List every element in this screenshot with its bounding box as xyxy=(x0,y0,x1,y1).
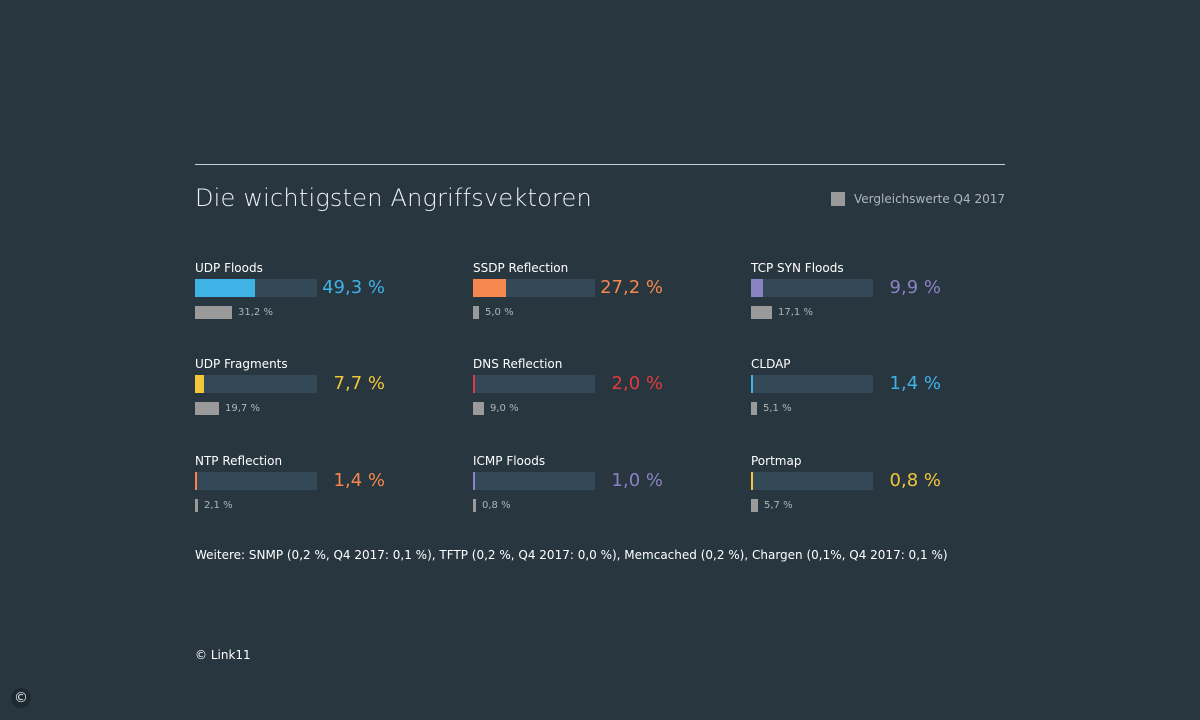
legend: Vergleichswerte Q4 2017 xyxy=(831,192,1005,206)
copyright-icon: © xyxy=(11,688,31,708)
vector-cell: UDP Fragments 7,7 % 19,7 % xyxy=(195,357,445,427)
bar xyxy=(751,279,763,297)
category-label: CLDAP xyxy=(751,357,791,371)
value-label: 27,2 % xyxy=(600,277,663,298)
comparison-value-label: 19,7 % xyxy=(225,403,260,414)
comparison-bar xyxy=(751,402,757,415)
vector-cell: NTP Reflection 1,4 % 2,1 % xyxy=(195,454,445,524)
comparison-value-label: 9,0 % xyxy=(490,403,519,414)
comparison-bar xyxy=(473,306,479,319)
category-label: NTP Reflection xyxy=(195,454,283,468)
footnote: Weitere: SNMP (0,2 %, Q4 2017: 0,1 %), T… xyxy=(195,548,948,562)
bar-track xyxy=(473,472,595,490)
bar-track xyxy=(473,279,595,297)
bar-track xyxy=(195,375,317,393)
bar-track xyxy=(751,472,873,490)
value-label: 0,8 % xyxy=(889,470,941,491)
comparison-bar xyxy=(473,402,484,415)
bar xyxy=(195,375,204,393)
bar-track xyxy=(751,375,873,393)
value-label: 1,4 % xyxy=(889,373,941,394)
bar xyxy=(473,279,506,297)
value-label: 9,9 % xyxy=(889,277,941,298)
bar xyxy=(473,472,475,490)
value-label: 2,0 % xyxy=(611,373,663,394)
legend-label: Vergleichswerte Q4 2017 xyxy=(854,192,1005,206)
comparison-bar xyxy=(751,499,758,512)
vector-cell: DNS Reflection 2,0 % 9,0 % xyxy=(473,357,723,427)
comparison-bar xyxy=(195,306,232,319)
value-label: 49,3 % xyxy=(322,277,385,298)
comparison-value-label: 17,1 % xyxy=(778,307,813,318)
category-label: UDP Fragments xyxy=(195,357,288,371)
bar-track xyxy=(751,279,873,297)
bar-track xyxy=(195,279,317,297)
bar xyxy=(751,375,753,393)
top-divider xyxy=(195,164,1005,165)
bar xyxy=(473,375,475,393)
category-label: TCP SYN Floods xyxy=(751,261,844,275)
comparison-bar xyxy=(195,402,219,415)
category-label: Portmap xyxy=(751,454,802,468)
category-label: UDP Floods xyxy=(195,261,263,275)
bar xyxy=(195,279,255,297)
category-label: DNS Reflection xyxy=(473,357,563,371)
category-label: SSDP Reflection xyxy=(473,261,569,275)
copyright-text: © Link11 xyxy=(195,648,251,662)
comparison-value-label: 2,1 % xyxy=(204,500,233,511)
comparison-value-label: 5,0 % xyxy=(485,307,514,318)
comparison-value-label: 0,8 % xyxy=(482,500,511,511)
comparison-value-label: 5,1 % xyxy=(763,403,792,414)
bar-track xyxy=(473,375,595,393)
vector-cell: Portmap 0,8 % 5,7 % xyxy=(751,454,1001,524)
value-label: 1,0 % xyxy=(611,470,663,491)
comparison-bar xyxy=(195,499,198,512)
chart-title: Die wichtigsten Angriffsvektoren xyxy=(195,184,592,212)
bar xyxy=(751,472,753,490)
vector-cell: TCP SYN Floods 9,9 % 17,1 % xyxy=(751,261,1001,331)
comparison-value-label: 31,2 % xyxy=(238,307,273,318)
legend-swatch-comparison xyxy=(831,192,846,206)
bar-track xyxy=(195,472,317,490)
comparison-bar xyxy=(473,499,476,512)
vector-cell: SSDP Reflection 27,2 % 5,0 % xyxy=(473,261,723,331)
vector-cell: ICMP Floods 1,0 % 0,8 % xyxy=(473,454,723,524)
value-label: 1,4 % xyxy=(333,470,385,491)
vector-cell: UDP Floods 49,3 % 31,2 % xyxy=(195,261,445,331)
value-label: 7,7 % xyxy=(333,373,385,394)
category-label: ICMP Floods xyxy=(473,454,546,468)
comparison-value-label: 5,7 % xyxy=(764,500,793,511)
bar xyxy=(195,472,197,490)
comparison-bar xyxy=(751,306,772,319)
vector-cell: CLDAP 1,4 % 5,1 % xyxy=(751,357,1001,427)
